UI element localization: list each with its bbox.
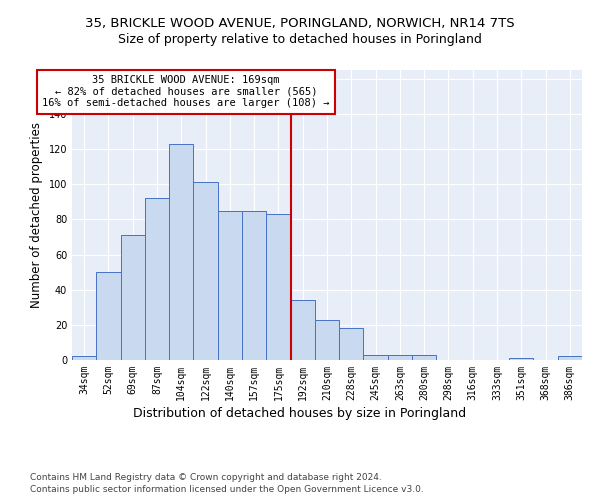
Bar (121, 235, 145, 360)
Text: Contains public sector information licensed under the Open Government Licence v3: Contains public sector information licen… (30, 485, 424, 494)
Bar (72, 356, 96, 360)
Bar (315, 320, 339, 360)
Bar (290, 300, 315, 360)
Bar (96, 272, 121, 360)
Bar (242, 210, 266, 360)
Text: Contains HM Land Registry data © Crown copyright and database right 2024.: Contains HM Land Registry data © Crown c… (30, 472, 382, 482)
Text: Distribution of detached houses by size in Poringland: Distribution of detached houses by size … (133, 408, 467, 420)
Y-axis label: Number of detached properties: Number of detached properties (30, 122, 43, 308)
Bar (364, 354, 388, 360)
Bar (339, 328, 364, 360)
Bar (145, 198, 169, 360)
Bar (218, 210, 242, 360)
Text: 35, BRICKLE WOOD AVENUE, PORINGLAND, NORWICH, NR14 7TS: 35, BRICKLE WOOD AVENUE, PORINGLAND, NOR… (85, 18, 515, 30)
Text: Size of property relative to detached houses in Poringland: Size of property relative to detached ho… (118, 32, 482, 46)
Bar (412, 354, 436, 360)
Bar (266, 214, 290, 360)
Text: 35 BRICKLE WOOD AVENUE: 169sqm
← 82% of detached houses are smaller (565)
16% of: 35 BRICKLE WOOD AVENUE: 169sqm ← 82% of … (43, 76, 330, 108)
Bar (558, 356, 582, 360)
Bar (169, 144, 193, 360)
Bar (193, 182, 218, 360)
Bar (388, 354, 412, 360)
Bar (509, 358, 533, 360)
